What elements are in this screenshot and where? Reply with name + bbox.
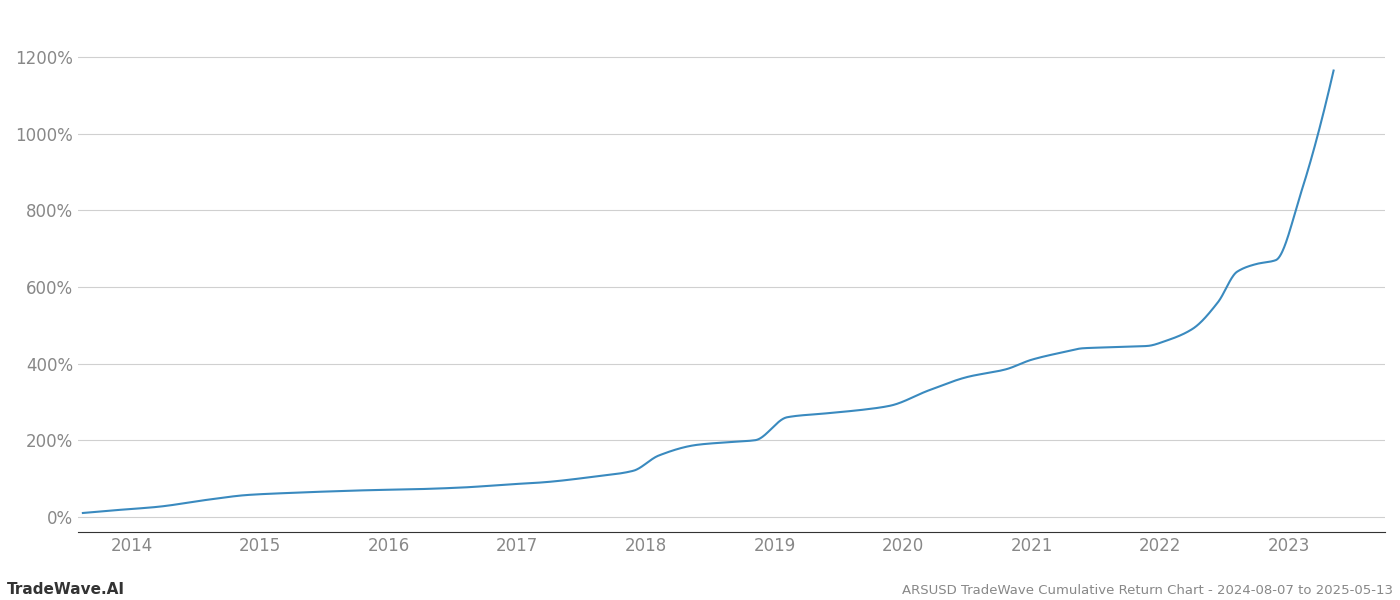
Text: TradeWave.AI: TradeWave.AI [7, 582, 125, 597]
Text: ARSUSD TradeWave Cumulative Return Chart - 2024-08-07 to 2025-05-13: ARSUSD TradeWave Cumulative Return Chart… [902, 584, 1393, 597]
